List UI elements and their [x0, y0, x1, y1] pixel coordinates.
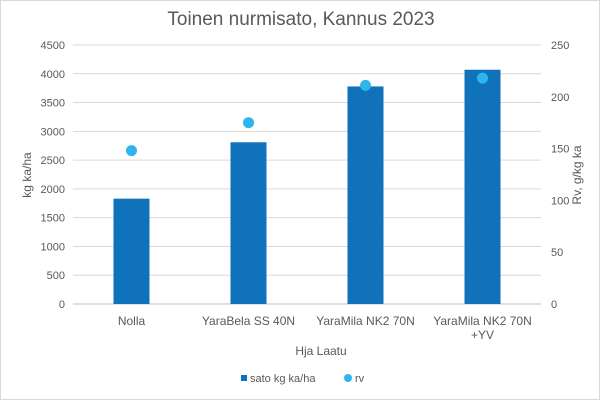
right-tick-label: 200 — [551, 92, 569, 104]
legend-swatch-sato — [241, 375, 247, 381]
bar-sato — [464, 69, 501, 304]
left-tick-label: 0 — [59, 299, 65, 311]
category-label: +YV — [471, 328, 494, 342]
left-tick-label: 4000 — [41, 69, 65, 81]
chart-title: Toinen nurmisato, Kannus 2023 — [167, 9, 434, 30]
category-labels: Nolla YaraBela SS 40N YaraMila NK2 70N Yara… — [118, 314, 532, 342]
bar-sato — [113, 198, 150, 304]
left-tick-label: 2000 — [41, 184, 65, 196]
point-rv — [243, 117, 254, 129]
left-tick-label: 500 — [47, 270, 65, 282]
point-rv — [477, 72, 488, 84]
left-tick-label: 1000 — [41, 241, 65, 253]
right-axis-ticks: 0 50 100 150 200 250 — [551, 40, 569, 311]
x-axis-title: Hja Laatu — [295, 344, 346, 358]
point-rv — [126, 145, 137, 157]
y-axis-title: kg ka/ha — [20, 152, 34, 198]
legend: sato kg ka/ha rv — [241, 373, 365, 385]
category-label: Nolla — [118, 314, 146, 328]
point-series — [126, 72, 488, 157]
category-label: YaraMila NK2 70N — [316, 314, 414, 328]
left-tick-label: 3000 — [41, 126, 65, 138]
legend-label-rv: rv — [355, 373, 365, 385]
gridlines — [73, 44, 541, 305]
left-tick-label: 3500 — [41, 98, 65, 110]
left-tick-label: 2500 — [41, 155, 65, 167]
point-rv — [360, 79, 371, 91]
right-tick-label: 250 — [551, 40, 569, 52]
bar-series — [113, 69, 501, 304]
bar-sato — [347, 86, 384, 304]
legend-swatch-rv — [344, 374, 352, 382]
legend-label-sato: sato kg ka/ha — [250, 373, 316, 385]
y2-axis-title: Rv, g/kg ka — [570, 145, 584, 204]
category-label: YaraMila NK2 70N — [433, 314, 531, 328]
right-tick-label: 150 — [551, 144, 569, 156]
left-tick-label: 4500 — [41, 40, 65, 52]
right-tick-label: 0 — [551, 299, 557, 311]
bar-sato — [230, 142, 267, 304]
right-tick-label: 100 — [551, 195, 569, 207]
right-tick-label: 50 — [551, 247, 563, 259]
category-label: YaraBela SS 40N — [202, 314, 295, 328]
left-tick-label: 1500 — [41, 213, 65, 225]
left-axis-ticks: 0 500 1000 1500 2000 2500 3000 3500 4000 4500 — [41, 40, 65, 311]
